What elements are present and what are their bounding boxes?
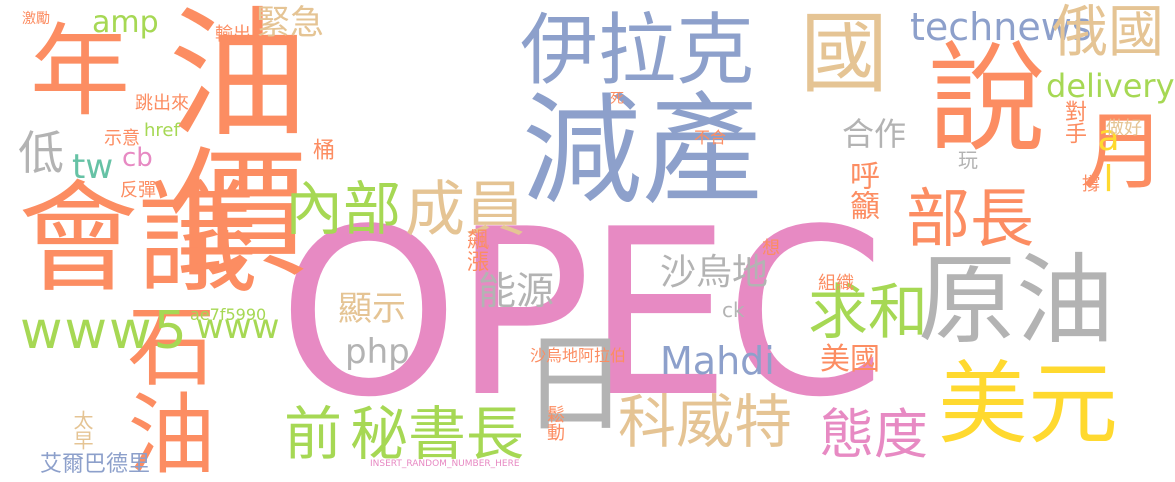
word-surge: 飆漲 — [463, 228, 488, 272]
word-jump-out: 跳出來 — [135, 93, 189, 114]
word-attitude: 態度 — [820, 403, 928, 466]
word-support: 撐 — [1082, 174, 1100, 195]
word-oil-price: 油價 — [144, 0, 307, 280]
word-barrel: 桶 — [309, 138, 334, 160]
word-al: al — [1088, 118, 1129, 200]
word-loosen: 鬆動 — [544, 405, 565, 441]
word-saudi-arabia: 沙烏地阿拉伯 — [530, 346, 627, 365]
word-disagreement: 不合 — [694, 128, 727, 147]
word-mahdi: Mahdi — [660, 339, 775, 383]
word-amp: amp — [92, 5, 159, 40]
word-www: www — [196, 307, 280, 347]
word-appeal: 呼籲 — [844, 160, 879, 220]
word-think: 想 — [762, 238, 780, 259]
word-al-badri: 艾爾巴德里 — [40, 452, 151, 477]
word-usa: 美國 — [820, 342, 880, 377]
word-rebound: 反彈 — [120, 180, 156, 201]
word-kuwait: 科威特 — [618, 388, 793, 456]
word-energy: 能源 — [478, 269, 555, 313]
word-cooperation: 合作 — [842, 115, 907, 153]
word-day: 日 — [522, 323, 628, 446]
word-seek-peace: 求和 — [808, 278, 928, 348]
word-country: 國 — [800, 2, 889, 105]
word-low: 低 — [18, 126, 64, 180]
word-petroleum: 石油 — [113, 300, 216, 476]
word-opec: OPEC — [278, 181, 886, 448]
word-russia: 俄國 — [1052, 0, 1164, 65]
word-secretary-general: 秘書長 — [350, 400, 525, 468]
word-cb: cb — [122, 143, 153, 173]
word-gesture: 示意 — [104, 128, 140, 149]
word-tw: tw — [72, 147, 114, 187]
word-rival: 對手 — [1061, 100, 1086, 144]
word-members: 成員 — [405, 175, 525, 245]
word-said: 說 — [928, 30, 1047, 168]
word-export: 輸出 — [215, 24, 251, 45]
word-php: php — [345, 332, 410, 372]
word-saudi: 沙烏地 — [660, 252, 769, 293]
word-crude-oil: 原油 — [918, 244, 1115, 358]
word-insert-random-number-here: INSERT_RANDOM_NUMBER_HERE — [370, 459, 520, 469]
word-year: 年 — [30, 13, 130, 130]
word-month: 月 — [1082, 103, 1167, 201]
word-internal: 內部 — [285, 175, 402, 243]
word-display: 顯示 — [338, 289, 406, 329]
word-production-cut: 減產 — [522, 82, 762, 221]
word-prepared: 做好 — [1106, 118, 1142, 139]
word-delivery: delivery — [1046, 67, 1175, 105]
word-organization: 組織 — [818, 273, 854, 294]
word-play: 玩 — [958, 148, 978, 172]
word-stimulate: 激勵 — [22, 11, 50, 27]
word-www5: www5 — [20, 301, 189, 361]
word-ae7f5990: ae7f5990 — [190, 305, 267, 324]
word-iraq: 伊拉克 — [520, 6, 755, 96]
word-urgent: 緊急 — [256, 3, 324, 43]
word-death: 死 — [610, 91, 624, 107]
word-meeting: 會議 — [18, 170, 258, 309]
word-before: 前 — [284, 400, 343, 468]
word-technews: technews — [910, 5, 1092, 49]
word-minister: 部長 — [906, 183, 1034, 257]
word-too-early: 太早 — [70, 410, 94, 450]
word-ck: ck — [722, 298, 745, 322]
word-usd: 美元 — [938, 352, 1118, 457]
word-href: href — [144, 120, 180, 141]
